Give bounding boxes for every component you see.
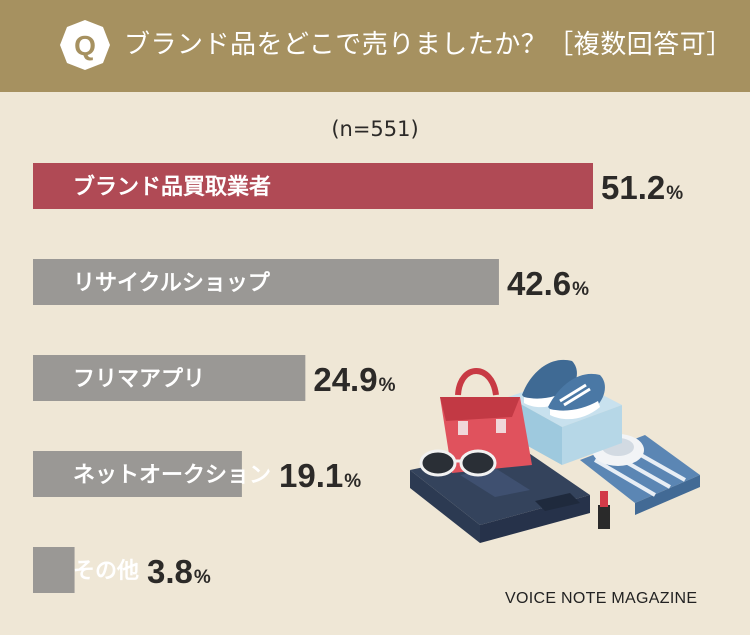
- value-label-4: 19.1: [279, 457, 343, 494]
- value-label-2: 42.6: [507, 265, 571, 302]
- badge-letter: Q: [74, 30, 96, 61]
- bar-5: [33, 547, 75, 593]
- value-label-5: 3.8: [147, 553, 193, 590]
- value-unit-3: %: [379, 375, 396, 396]
- lipstick-icon: [598, 491, 610, 529]
- value-label-1: 51.2: [601, 169, 665, 206]
- value-unit-2: %: [572, 279, 589, 300]
- value-unit-4: %: [344, 471, 361, 492]
- bar-3: [33, 355, 306, 401]
- sneakers-icon: [522, 359, 605, 420]
- bar-label-3: フリマアプリ: [73, 367, 205, 392]
- bar-2: [33, 259, 499, 305]
- value-unit-1: %: [666, 183, 683, 204]
- bar-label-2: リサイクルショップ: [73, 271, 271, 296]
- source-credit: VOICE NOTE MAGAZINE: [505, 590, 698, 607]
- bar-4: [33, 451, 242, 497]
- bar-label-5: その他: [73, 559, 139, 584]
- sunglasses-icon: [419, 449, 497, 477]
- bar-label-1: ブランド品買取業者: [73, 174, 271, 200]
- handbag-icon: [440, 368, 532, 473]
- bar-label-4: ネットオークション: [73, 463, 271, 488]
- fashion-items-illustration: [410, 359, 700, 543]
- value-label-3: 24.9: [313, 361, 377, 398]
- header-banner: Q ブランド品をどこで売りましたか？［複数回答可］: [0, 0, 750, 92]
- value-unit-5: %: [194, 567, 211, 588]
- question-title: ブランド品をどこで売りましたか？［複数回答可］: [124, 30, 733, 60]
- question-badge-icon: Q: [60, 20, 110, 70]
- sample-size-note: (n=551): [331, 117, 419, 141]
- bar-1: [33, 163, 593, 209]
